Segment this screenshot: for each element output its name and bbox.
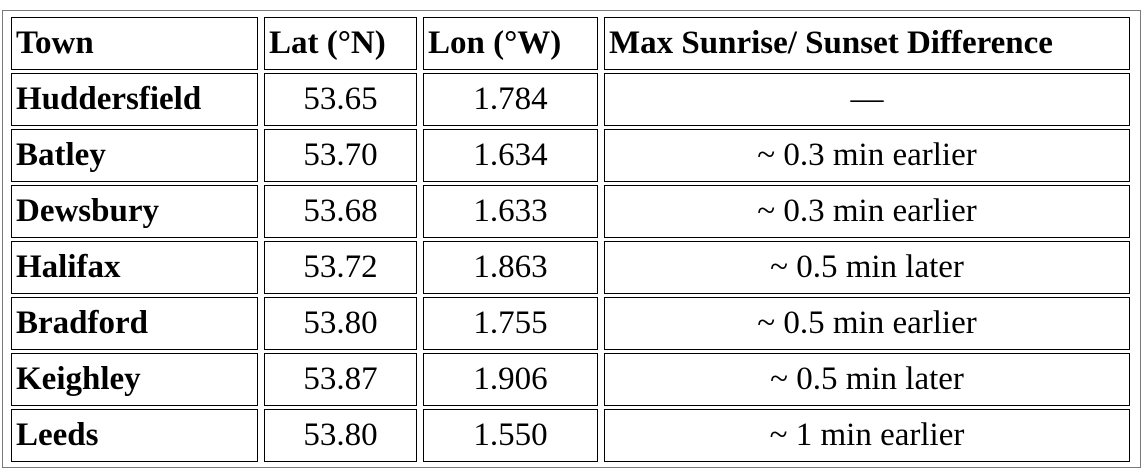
difference-cell: ~ 0.3 min earlier <box>604 129 1130 182</box>
table-row: Huddersfield 53.65 1.784 — <box>11 73 1130 126</box>
header-difference: Max Sunrise/ Sunset Difference <box>604 17 1130 70</box>
difference-cell: ~ 0.5 min earlier <box>604 297 1130 350</box>
lon-cell: 1.633 <box>423 185 598 238</box>
header-lat: Lat (°N) <box>264 17 417 70</box>
lat-cell: 53.80 <box>264 409 417 462</box>
table-row: Dewsbury 53.68 1.633 ~ 0.3 min earlier <box>11 185 1130 238</box>
town-cell: Bradford <box>11 297 258 350</box>
lon-cell: 1.863 <box>423 241 598 294</box>
town-cell: Huddersfield <box>11 73 258 126</box>
lon-cell: 1.906 <box>423 353 598 406</box>
lat-cell: 53.80 <box>264 297 417 350</box>
table-row: Batley 53.70 1.634 ~ 0.3 min earlier <box>11 129 1130 182</box>
lat-cell: 53.68 <box>264 185 417 238</box>
lon-cell: 1.755 <box>423 297 598 350</box>
table-row: Keighley 53.87 1.906 ~ 0.5 min later <box>11 353 1130 406</box>
difference-cell: ~ 0.5 min later <box>604 353 1130 406</box>
header-town: Town <box>11 17 258 70</box>
lon-cell: 1.550 <box>423 409 598 462</box>
town-cell: Halifax <box>11 241 258 294</box>
difference-cell: ~ 1 min earlier <box>604 409 1130 462</box>
difference-cell: ~ 0.5 min later <box>604 241 1130 294</box>
table-row: Halifax 53.72 1.863 ~ 0.5 min later <box>11 241 1130 294</box>
lon-cell: 1.784 <box>423 73 598 126</box>
town-cell: Leeds <box>11 409 258 462</box>
town-cell: Keighley <box>11 353 258 406</box>
lat-cell: 53.87 <box>264 353 417 406</box>
table-row: Bradford 53.80 1.755 ~ 0.5 min earlier <box>11 297 1130 350</box>
lat-cell: 53.65 <box>264 73 417 126</box>
difference-cell: — <box>604 73 1130 126</box>
table-row: Leeds 53.80 1.550 ~ 1 min earlier <box>11 409 1130 462</box>
table-container: Town Lat (°N) Lon (°W) Max Sunrise/ Suns… <box>2 10 1141 468</box>
sunrise-sunset-table: Town Lat (°N) Lon (°W) Max Sunrise/ Suns… <box>5 14 1136 465</box>
lat-cell: 53.72 <box>264 241 417 294</box>
header-lon: Lon (°W) <box>423 17 598 70</box>
lat-cell: 53.70 <box>264 129 417 182</box>
difference-cell: ~ 0.3 min earlier <box>604 185 1130 238</box>
town-cell: Dewsbury <box>11 185 258 238</box>
table-header-row: Town Lat (°N) Lon (°W) Max Sunrise/ Suns… <box>11 17 1130 70</box>
town-cell: Batley <box>11 129 258 182</box>
lon-cell: 1.634 <box>423 129 598 182</box>
